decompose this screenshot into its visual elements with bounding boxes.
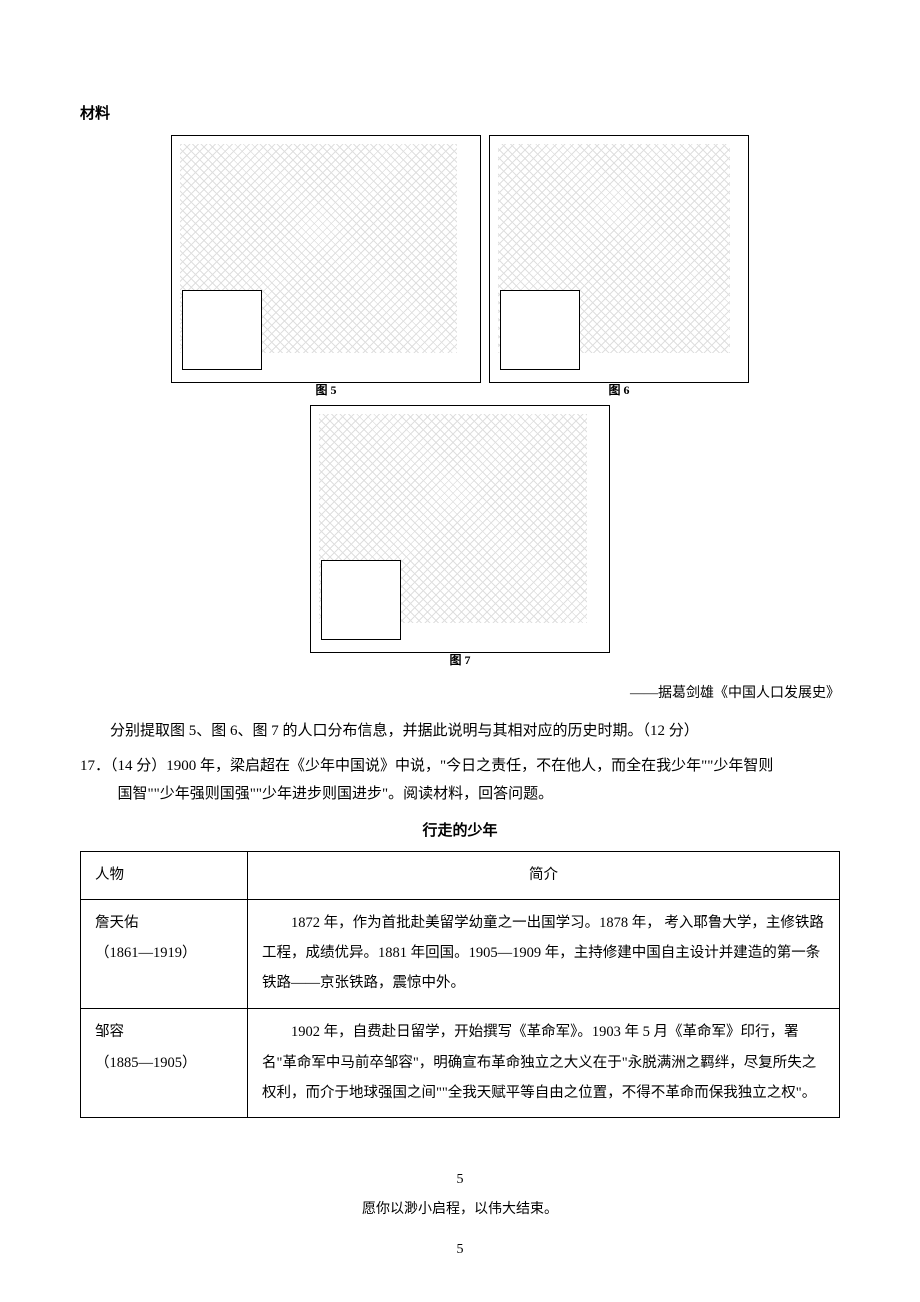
figure-7: 图 7 xyxy=(310,405,610,653)
figures-row-2: 图 7 xyxy=(80,405,840,653)
table-title: 行走的少年 xyxy=(80,817,840,846)
people-table: 人物 简介 詹天佑 （1861—1919） 1872 年，作为首批赴美留学幼童之… xyxy=(80,851,840,1118)
question-17: 17．（14 分）1900 年，梁启超在《少年中国说》中说，"今日之责任，不在他… xyxy=(80,752,840,809)
figure-5-label: 图 5 xyxy=(315,379,336,402)
header-person: 人物 xyxy=(81,852,248,899)
q17-text-line2: 国智""少年强则国强""少年进步则国进步"。阅读材料，回答问题。 xyxy=(80,780,840,809)
legend-box-5 xyxy=(182,290,262,370)
page-number-2: 5 xyxy=(457,1237,464,1264)
figures-container: 图 5 图 6 图 7 xyxy=(80,135,840,653)
figure-6: 图 6 xyxy=(489,135,749,383)
cell-person-2: 邹容 （1885—1905） xyxy=(81,1009,248,1117)
table-row: 詹天佑 （1861—1919） 1872 年，作为首批赴美留学幼童之一出国学习。… xyxy=(81,899,840,1009)
footer-motto: 愿你以渺小启程，以伟大结束。 xyxy=(362,1197,558,1224)
q17-text-line1: 17．（14 分）1900 年，梁启超在《少年中国说》中说，"今日之责任，不在他… xyxy=(80,752,840,781)
cell-bio-2: 1902 年，自费赴日留学，开始撰写《革命军》。1903 年 5 月《革命军》印… xyxy=(247,1009,839,1117)
figure-5: 图 5 xyxy=(171,135,481,383)
header-bio: 简介 xyxy=(247,852,839,899)
source-citation: ——据葛剑雄《中国人口发展史》 xyxy=(80,681,840,708)
figure-7-label: 图 7 xyxy=(449,649,470,672)
cell-bio-1: 1872 年，作为首批赴美留学幼童之一出国学习。1878 年， 考入耶鲁大学，主… xyxy=(247,899,839,1009)
legend-box-6 xyxy=(500,290,580,370)
figures-row-1: 图 5 图 6 xyxy=(80,135,840,383)
table-row: 邹容 （1885—1905） 1902 年，自费赴日留学，开始撰写《革命军》。1… xyxy=(81,1009,840,1117)
section-heading: 材料 xyxy=(80,100,840,129)
figure-6-label: 图 6 xyxy=(608,379,629,402)
cell-person-1: 詹天佑 （1861—1919） xyxy=(81,899,248,1009)
question-16-instruction: 分别提取图 5、图 6、图 7 的人口分布信息，并据此说明与其相对应的历史时期。… xyxy=(80,717,840,746)
legend-box-7 xyxy=(321,560,401,640)
page-number: 5 xyxy=(457,1167,464,1194)
table-header-row: 人物 简介 xyxy=(81,852,840,899)
